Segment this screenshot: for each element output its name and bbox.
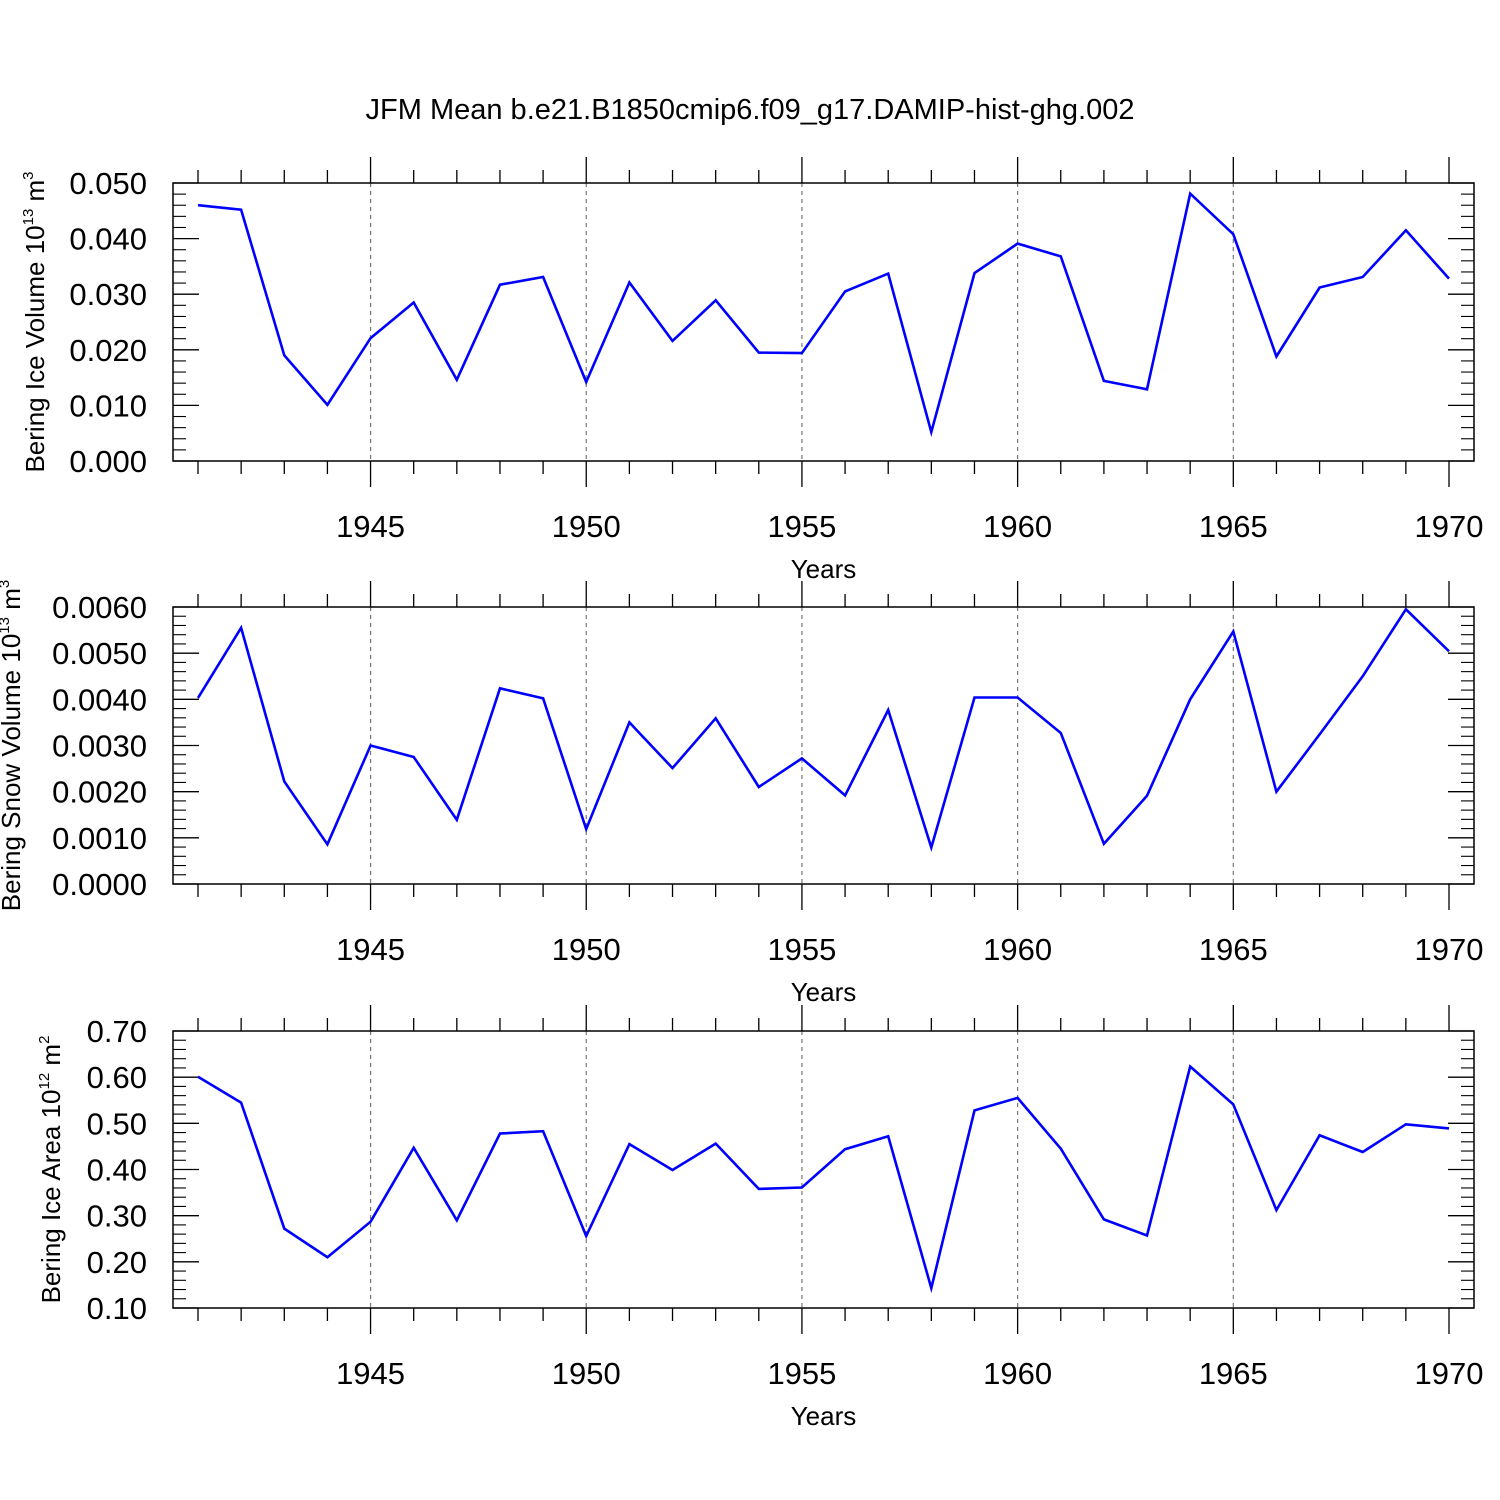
- y-tick-label: 0.020: [69, 333, 147, 368]
- x-axis-label: Years: [791, 977, 857, 1007]
- y-axis-label: Bering Ice Volume 1013 m3: [20, 171, 50, 472]
- x-tick-label: 1945: [336, 932, 405, 967]
- y-tick-label: 0.0000: [52, 867, 147, 902]
- y-tick-label: 0.0020: [52, 775, 147, 810]
- y-tick-label: 0.30: [87, 1199, 147, 1234]
- y-tick-label: 0.70: [87, 1014, 147, 1049]
- x-tick-label: 1965: [1199, 932, 1268, 967]
- y-tick-label: 0.030: [69, 277, 147, 312]
- x-tick-label: 1950: [552, 932, 621, 967]
- x-tick-label: 1960: [983, 1356, 1052, 1391]
- y-tick-label: 0.0030: [52, 729, 147, 764]
- x-tick-label: 1955: [767, 509, 836, 544]
- x-axis-label: Years: [791, 554, 857, 584]
- panel-ice-area: 0.10 0.20 0.30 0.40 0.50 0.60 0.70 1945 1950 1955…: [36, 1005, 1483, 1431]
- y-axis-label: Bering Ice Area 1012 m2: [36, 1036, 66, 1304]
- x-tick-label: 1955: [767, 932, 836, 967]
- x-tick-label: 1970: [1415, 932, 1484, 967]
- x-tick-label: 1970: [1415, 509, 1484, 544]
- panel-ice-volume: 0.000 0.010 0.020 0.030 0.040 0.050 1945 1950 19…: [20, 157, 1483, 584]
- y-tick-label: 0.000: [69, 444, 147, 479]
- series-line: [197, 1064, 1450, 1294]
- x-tick-label: 1960: [983, 509, 1052, 544]
- y-tick-label: 0.10: [87, 1291, 147, 1326]
- x-axis-label: Years: [791, 1401, 857, 1431]
- x-tick-label: 1955: [767, 1356, 836, 1391]
- x-tick-label: 1950: [552, 1356, 621, 1391]
- y-tick-label: 0.040: [69, 222, 147, 257]
- y-tick-label: 0.60: [87, 1060, 147, 1095]
- plot-frame: [172, 182, 1475, 462]
- series-line: [196, 607, 1450, 853]
- y-tick-label: 0.0040: [52, 682, 147, 717]
- y-tick-label: 0.0050: [52, 636, 147, 671]
- y-tick-label: 0.010: [69, 388, 147, 423]
- panel-snow-volume: 0.0000 0.0010 0.0020 0.0030 0.0040 0.0050 0.00…: [0, 580, 1483, 1007]
- y-axis-label: Bering Snow Volume 1013 m3: [0, 580, 26, 911]
- y-tick-label: 0.50: [87, 1106, 147, 1141]
- y-tick-label: 0.40: [87, 1153, 147, 1188]
- y-tick-label: 0.20: [87, 1245, 147, 1280]
- y-tick-label: 0.0060: [52, 590, 147, 625]
- chart-title: JFM Mean b.e21.B1850cmip6.f09_g17.DAMIP-…: [366, 94, 1135, 126]
- y-tick-label: 0.0010: [52, 821, 147, 856]
- series-line: [197, 191, 1450, 438]
- x-tick-label: 1950: [552, 509, 621, 544]
- x-tick-label: 1960: [983, 932, 1052, 967]
- x-tick-label: 1945: [336, 509, 405, 544]
- x-tick-label: 1945: [336, 1356, 405, 1391]
- y-tick-label: 0.050: [69, 166, 147, 201]
- x-tick-label: 1965: [1199, 509, 1268, 544]
- x-tick-label: 1970: [1415, 1356, 1484, 1391]
- x-tick-label: 1965: [1199, 1356, 1268, 1391]
